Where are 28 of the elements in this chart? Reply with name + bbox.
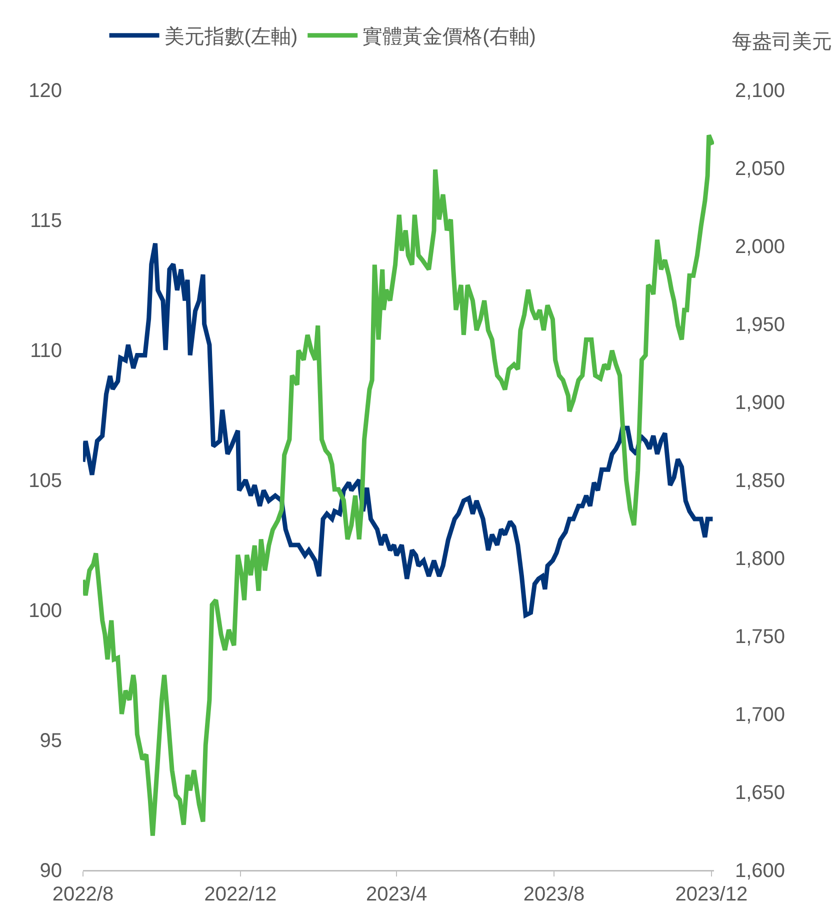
x-tick-label: 2023/8 xyxy=(523,884,585,906)
y2-tick-label: 2,050 xyxy=(735,158,786,180)
y2-tick-label: 1,600 xyxy=(735,860,786,882)
x-tick-label: 2022/8 xyxy=(52,884,114,906)
y2-tick-label: 1,900 xyxy=(735,392,786,414)
y-tick-label: 115 xyxy=(30,210,62,232)
y2-tick-label: 1,750 xyxy=(735,626,786,648)
x-tick-label: 2023/12 xyxy=(675,884,748,906)
y2-tick-label: 1,650 xyxy=(735,782,786,804)
y2-tick-label: 2,100 xyxy=(735,80,786,102)
x-tick-label: 2023/4 xyxy=(366,884,428,906)
legend-label: 美元指數(左軸) xyxy=(164,25,298,48)
y2-axis-title: 每盎司美元 xyxy=(732,30,832,53)
y-tick-label: 90 xyxy=(40,860,62,882)
legend-label: 實體黃金價格(右軸) xyxy=(362,26,536,48)
y-tick-label: 95 xyxy=(40,730,62,752)
x-tick-label: 2022/12 xyxy=(204,884,277,906)
y2-tick-label: 1,850 xyxy=(735,470,786,492)
y2-tick-label: 1,700 xyxy=(735,704,786,726)
y-tick-label: 100 xyxy=(28,600,62,622)
line-series xyxy=(83,132,714,838)
y-tick-label: 110 xyxy=(30,340,62,362)
line-series xyxy=(83,241,714,618)
y2-tick-label: 2,000 xyxy=(735,236,786,258)
y-tick-label: 120 xyxy=(28,80,62,102)
y2-tick-label: 1,800 xyxy=(735,548,786,570)
y-tick-label: 105 xyxy=(28,470,62,492)
y2-tick-label: 1,950 xyxy=(735,314,786,336)
